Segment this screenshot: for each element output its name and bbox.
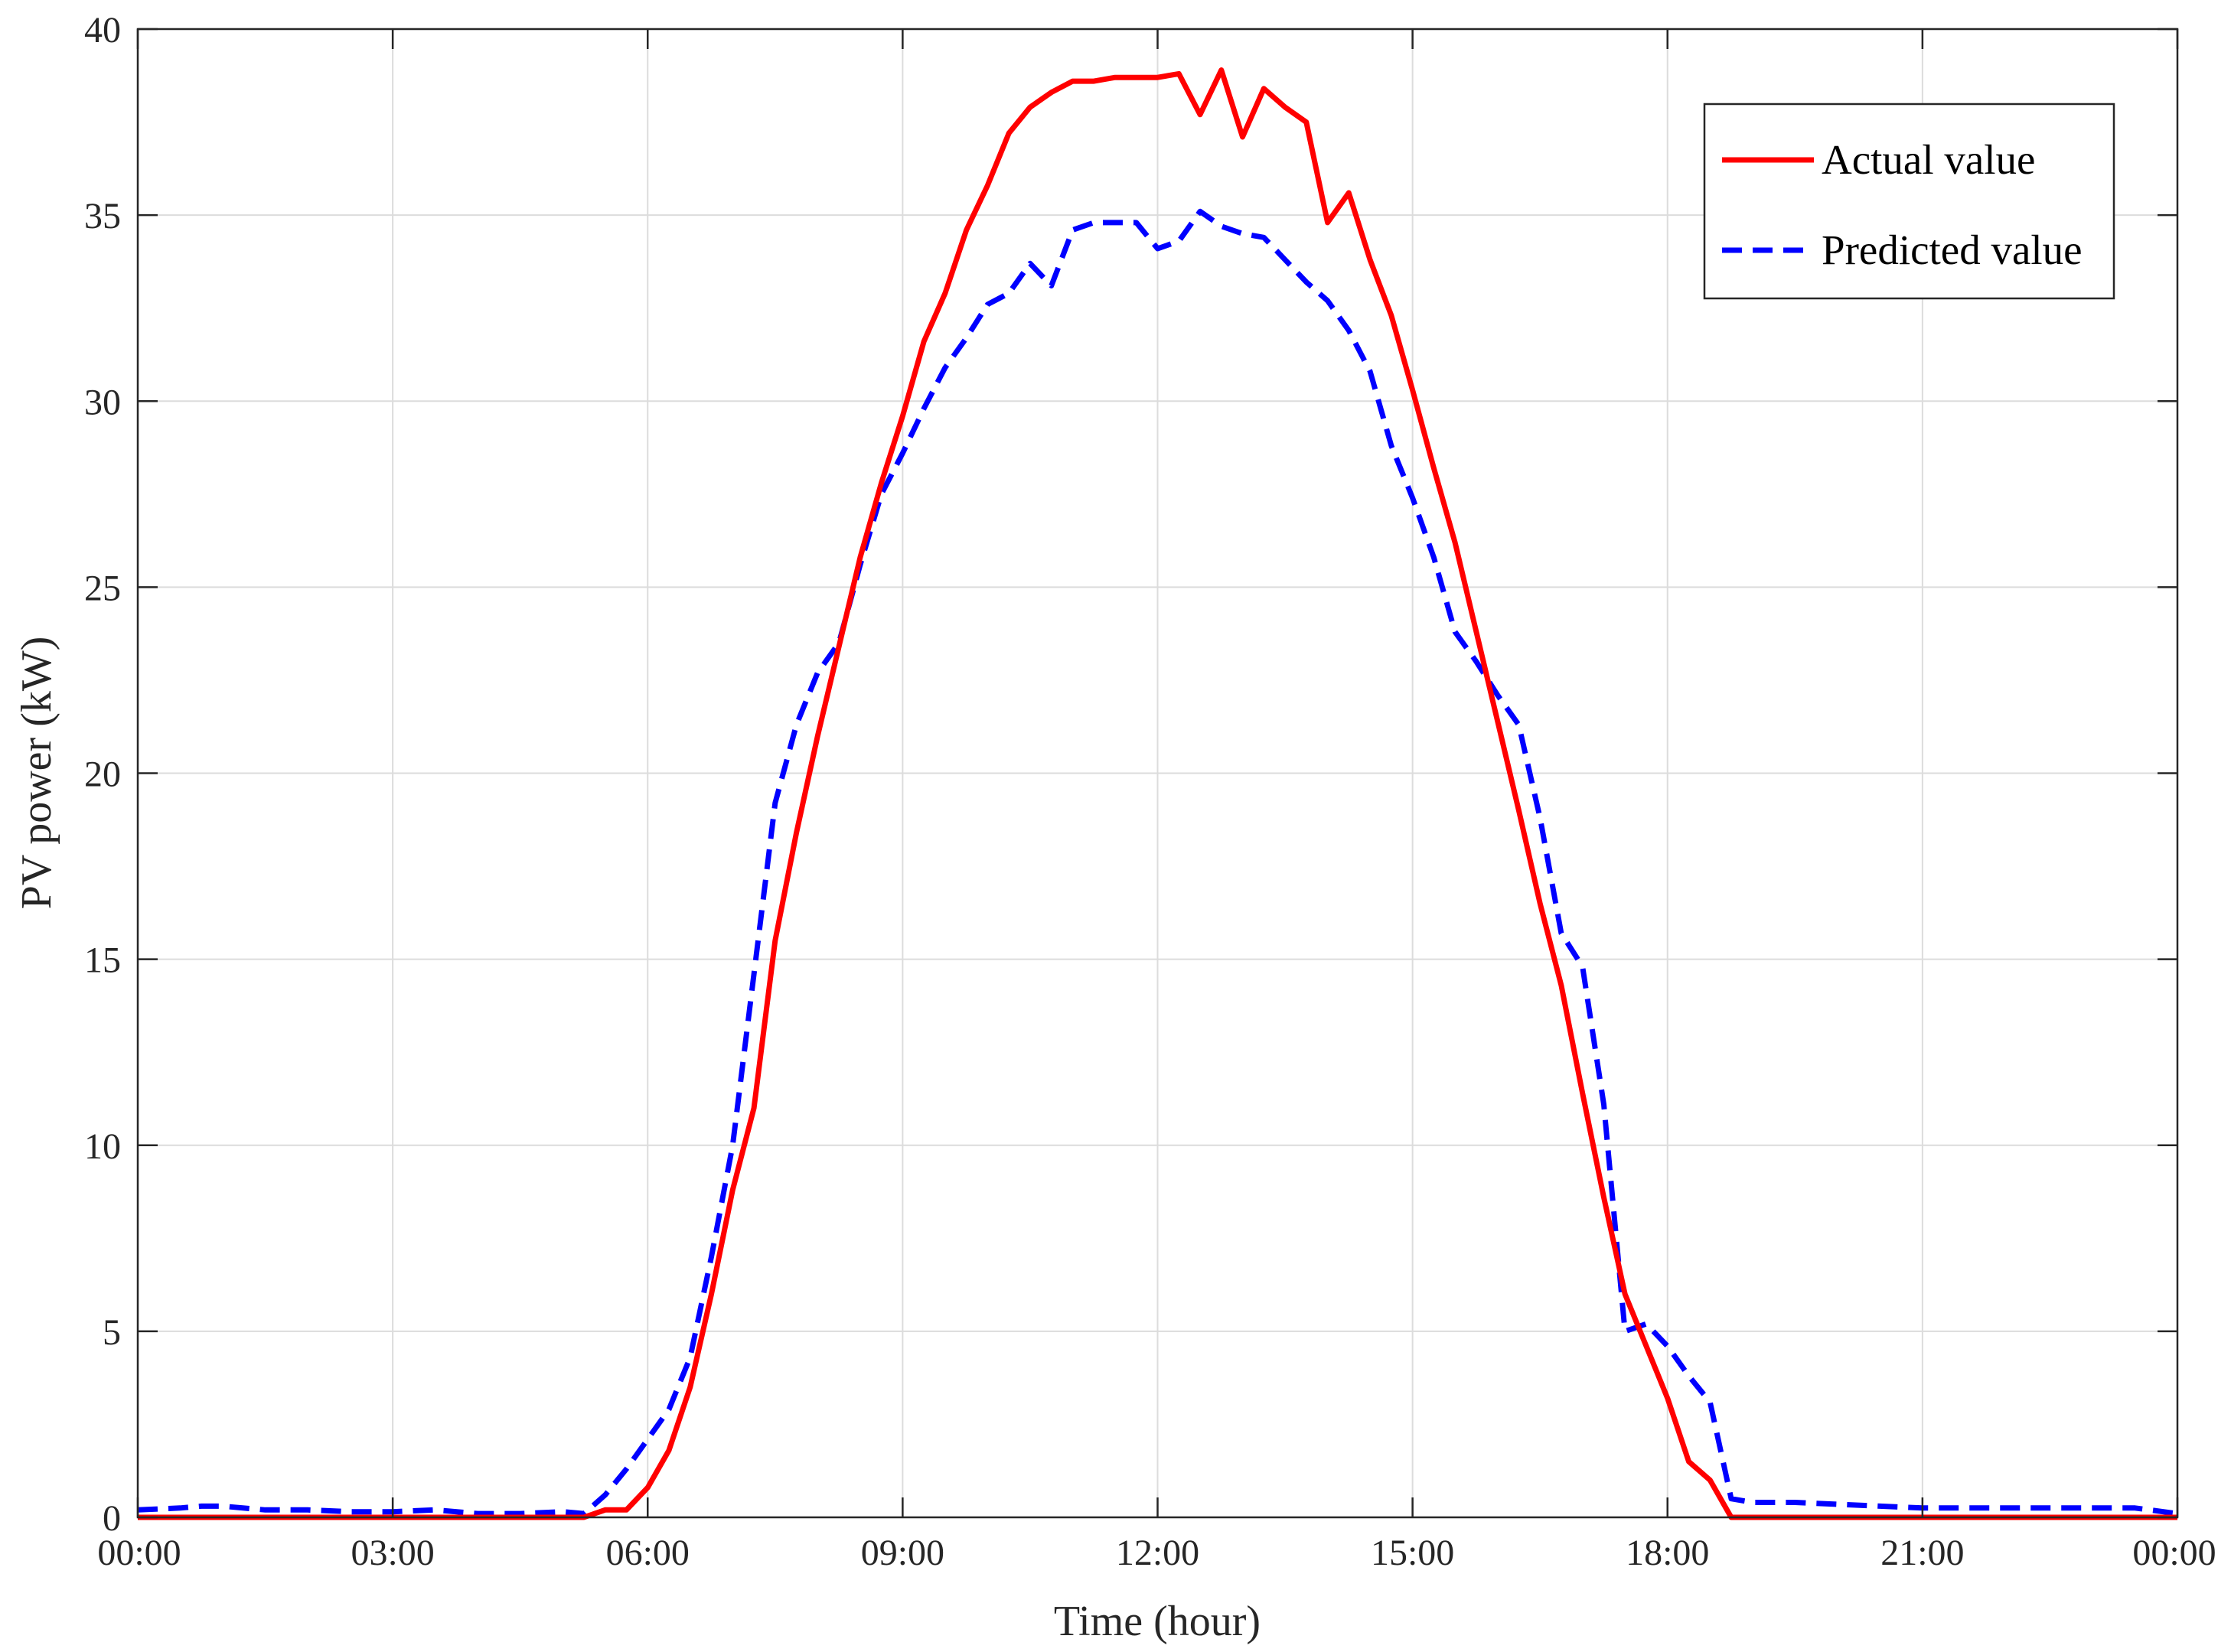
legend-label-actual: Actual value: [1822, 136, 2035, 183]
y-tick-label: 25: [84, 568, 121, 608]
x-axis-title: Time (hour): [1054, 1598, 1261, 1645]
x-tick-label: 06:00: [606, 1533, 690, 1573]
y-tick-label: 5: [103, 1312, 121, 1353]
legend-label-predicted: Predicted value: [1822, 226, 2083, 273]
y-axis-title: PV power (kW): [13, 637, 60, 910]
y-tick-label: 40: [84, 10, 121, 51]
y-tick-label: 30: [84, 382, 121, 422]
x-tick-label: 21:00: [1880, 1533, 1964, 1573]
tick-marks: [136, 28, 2179, 1519]
x-tick-label: 12:00: [1116, 1533, 1199, 1573]
series-layer: [137, 67, 2178, 1520]
legend: Actual value Predicted value: [1703, 103, 2115, 300]
legend-box: [1703, 103, 2115, 300]
y-tick-labels: 0 5 10 15 20 25 30 35 40: [84, 10, 121, 1539]
y-tick-label: 35: [84, 196, 121, 236]
series-line-actual: [138, 67, 2177, 1520]
x-tick-label: 09:00: [861, 1533, 944, 1573]
y-tick-label: 20: [84, 754, 121, 795]
x-tick-label: 00:00: [2132, 1533, 2216, 1573]
y-tick-label: 0: [103, 1498, 121, 1539]
x-tick-label: 00:00: [97, 1533, 181, 1573]
series-line-predicted: [137, 208, 2178, 1517]
x-tick-labels: 00:00 03:00 06:00 09:00 12:00 15:00 18:00 21:00…: [97, 1533, 2216, 1573]
x-tick-label: 18:00: [1626, 1533, 1709, 1573]
y-tick-label: 15: [84, 940, 121, 981]
x-tick-label: 03:00: [351, 1533, 434, 1573]
x-tick-label: 15:00: [1371, 1533, 1454, 1573]
y-tick-label: 10: [84, 1126, 121, 1167]
grid-lines: [138, 29, 2177, 1517]
